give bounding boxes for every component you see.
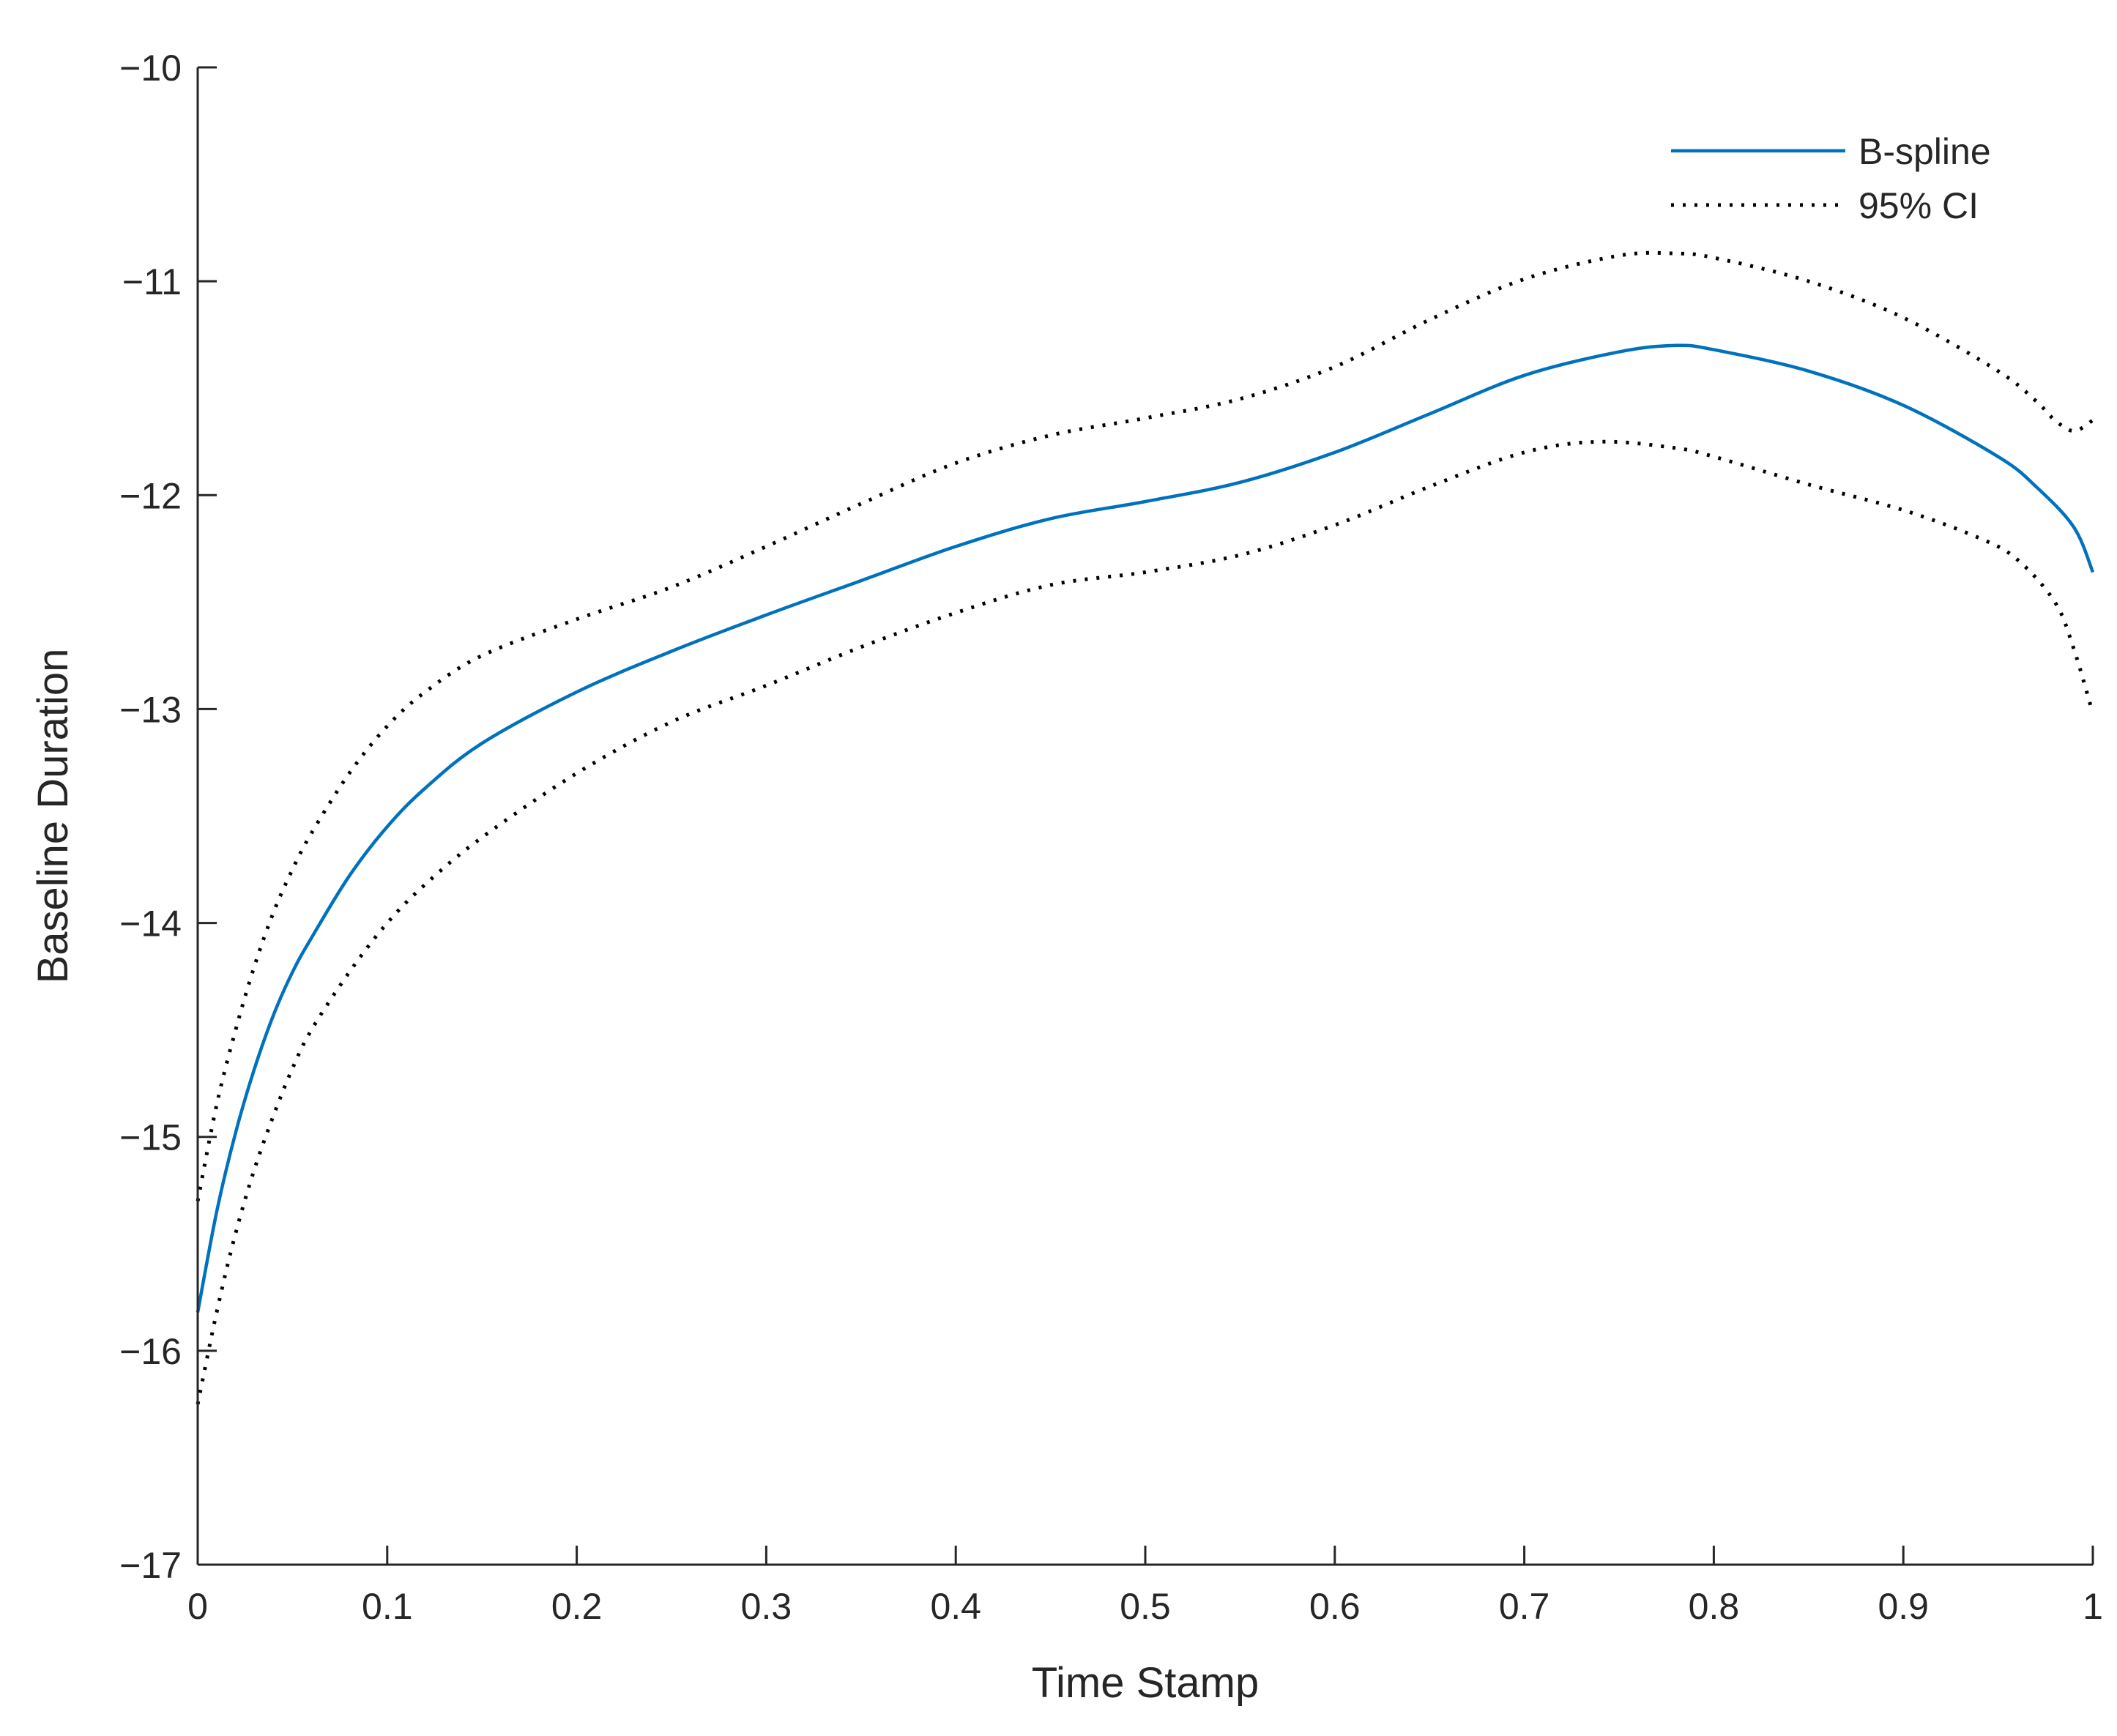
y-tick-label: −10 [119, 48, 182, 89]
b-spline-line [196, 343, 2095, 1313]
legend-label: B-spline [1859, 131, 1991, 172]
series-layer [196, 250, 2095, 1405]
x-tick-label: 0.8 [1689, 1586, 1740, 1627]
x-tick-label: 1 [2083, 1586, 2103, 1627]
x-tick-label: 0.6 [1309, 1586, 1361, 1627]
y-tick-label: −15 [119, 1117, 182, 1158]
x-axis-title: Time Stamp [1032, 1659, 1259, 1707]
y-tick-label: −12 [119, 475, 182, 516]
y-tick-label: −16 [119, 1331, 182, 1372]
axes: 0 0.1 0.2 0.3 0.4 0.5 0.6 0.7 0.8 0.9 1 −10 −11 −12 −1… [119, 48, 2103, 1627]
y-tick-label: −13 [119, 689, 182, 730]
x-tick-label: 0.1 [362, 1586, 413, 1627]
legend: B-spline 95% CI [1671, 131, 1991, 226]
x-tick-label: 0.5 [1120, 1586, 1171, 1627]
x-tick-label: 0.9 [1878, 1586, 1929, 1627]
x-tick-label: 0.2 [551, 1586, 603, 1627]
y-axis-title: Baseline Duration [29, 649, 77, 984]
y-tick-label: −17 [119, 1545, 182, 1586]
x-tick-label: 0.4 [930, 1586, 981, 1627]
ci-upper-line [196, 250, 2094, 1202]
y-tick-label: −11 [122, 261, 182, 302]
x-tick-label: 0.3 [741, 1586, 792, 1627]
x-tick-label: 0.7 [1499, 1586, 1550, 1627]
y-tick-label: −14 [119, 904, 182, 945]
legend-label: 95% CI [1859, 185, 1979, 226]
x-tick-label: 0 [187, 1586, 208, 1627]
